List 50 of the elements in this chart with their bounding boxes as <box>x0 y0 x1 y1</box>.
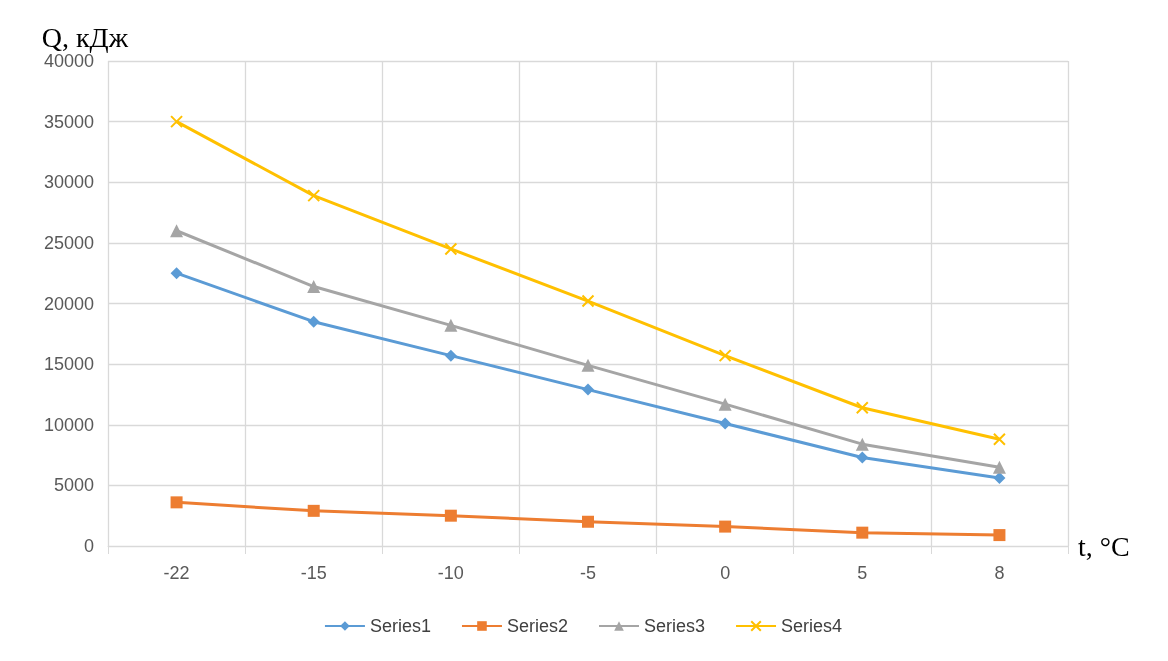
point <box>855 401 869 415</box>
x-tick-label: -15 <box>300 563 327 583</box>
point <box>170 115 184 129</box>
point <box>993 529 1006 542</box>
point <box>444 349 457 362</box>
y-tick-label: 30000 <box>43 172 94 193</box>
point <box>444 509 457 522</box>
point <box>992 460 1006 474</box>
x-tick-label: -10 <box>437 563 464 583</box>
point <box>307 280 321 294</box>
point <box>307 315 320 328</box>
point <box>718 397 732 411</box>
point <box>170 267 183 280</box>
point <box>582 383 594 396</box>
point <box>856 526 869 539</box>
point <box>307 189 321 203</box>
point <box>581 358 595 372</box>
point <box>855 437 869 451</box>
y-tick-label: 25000 <box>43 232 94 253</box>
y-axis-title: Q, кДж <box>41 21 129 53</box>
x-tick-label: 8 <box>994 563 1005 583</box>
y-tick-label: 20000 <box>43 293 94 314</box>
x-tick-label: 0 <box>720 563 731 583</box>
point <box>718 349 732 363</box>
y-tick-label: 40000 <box>43 51 94 71</box>
legend-label: Series3 <box>644 616 706 636</box>
x-tick-label: -5 <box>579 563 597 583</box>
point <box>444 318 458 332</box>
point <box>582 515 594 528</box>
y-tick-label: 10000 <box>43 414 94 435</box>
point <box>719 520 732 533</box>
point <box>170 224 184 238</box>
legend-label: Series2 <box>506 616 568 636</box>
point <box>170 496 183 509</box>
y-tick-label: 5000 <box>53 475 94 496</box>
point <box>992 432 1006 446</box>
x-tick-label: -22 <box>163 563 190 583</box>
point <box>581 294 595 308</box>
x-tick-label: 5 <box>857 563 868 583</box>
point <box>307 504 320 517</box>
point <box>856 451 869 464</box>
y-tick-label: 35000 <box>43 111 94 132</box>
point <box>993 472 1006 485</box>
point <box>719 417 732 430</box>
x-axis-title: t, °C <box>1078 530 1130 562</box>
point <box>444 242 458 256</box>
legend-label: Series4 <box>781 616 843 636</box>
y-tick-label: 15000 <box>43 354 94 375</box>
legend-label: Series1 <box>369 616 431 636</box>
y-tick-label: 0 <box>83 536 94 556</box>
